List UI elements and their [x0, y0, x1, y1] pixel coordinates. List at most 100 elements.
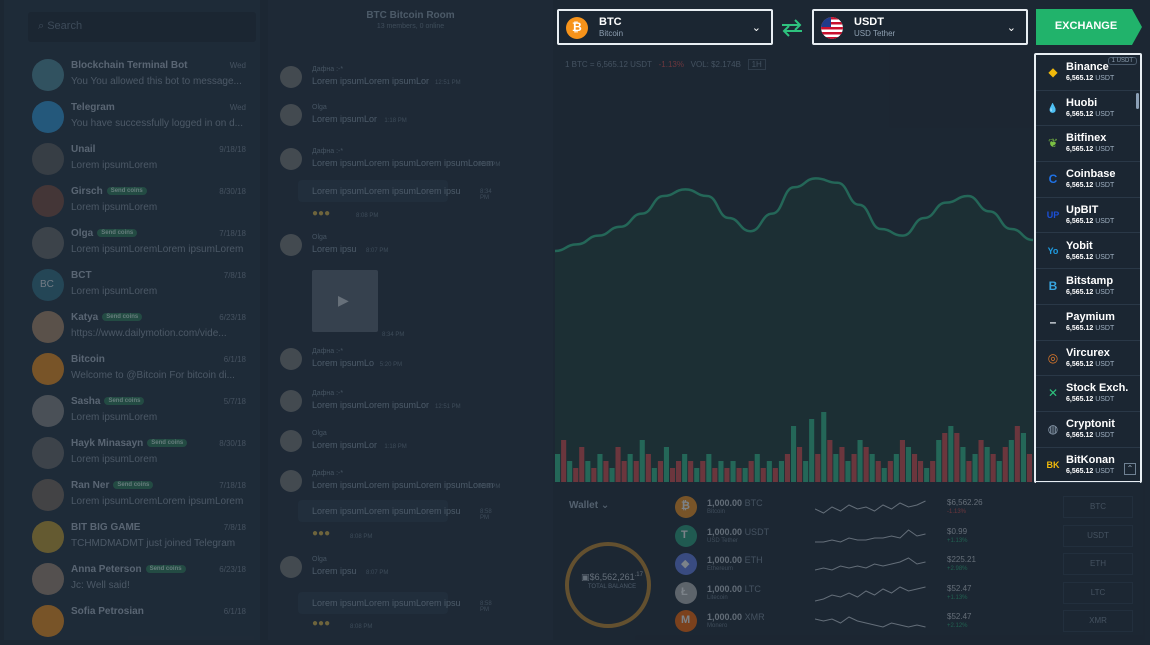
- chat-list-item[interactable]: Katya Send coins 6/23/18 https://www.dailym…: [4, 306, 260, 348]
- video-time: 8:34 PM: [382, 332, 405, 338]
- volume-bar: [821, 412, 827, 482]
- coin-ticker-button[interactable]: BTC: [1063, 496, 1133, 518]
- message-text: Lorem ipsumLorem ipsumLorem ipsumLorem: [312, 480, 494, 490]
- interval-select[interactable]: 1H: [747, 59, 766, 70]
- exchange-option[interactable]: Yo Yobit 6,565.12 USDT: [1036, 234, 1140, 270]
- coin-ticker-button[interactable]: ETH: [1063, 553, 1133, 575]
- coin-ticker-button[interactable]: XMR: [1063, 610, 1133, 632]
- amount-value: 1,000.00: [707, 612, 743, 622]
- message-text: Lorem ipsumLo: [312, 358, 375, 368]
- volume-bar: [633, 461, 639, 482]
- dropdown-scrollbar[interactable]: [1136, 93, 1139, 109]
- coin-change: -1.13%: [947, 509, 967, 515]
- exchange-option[interactable]: ✕ Stock Exch. 6,565.12 USDT: [1036, 376, 1140, 412]
- wallet-row[interactable]: ◆ 1,000.00 ETH Ethereum $225.21 +2.98% ETH: [675, 551, 1145, 579]
- coin-ticker-button[interactable]: LTC: [1063, 581, 1133, 604]
- coin-name: Bitcoin: [707, 509, 726, 515]
- avatar: [32, 143, 64, 175]
- to-currency-code: USDT: [854, 16, 884, 28]
- message-author: Olga: [312, 556, 327, 563]
- chat-list-item[interactable]: Unail 9/18/18 Lorem ipsumLorem: [4, 138, 260, 180]
- coin-value: $52.47: [947, 612, 972, 621]
- amount-value: 1,000.00: [707, 526, 743, 537]
- chat-name-text: BIT BIG GAME: [71, 522, 141, 533]
- chat-name: Hayk Minasayn Send coins: [71, 438, 188, 449]
- exchange-option[interactable]: B Bitstamp 6,565.12 USDT: [1036, 269, 1140, 305]
- chat-list-item[interactable]: Anna Peterson Send coins 6/23/18 Jc: Well s…: [4, 558, 260, 600]
- exchange-option[interactable]: ◍ Cryptonit 6,565.12 USDT: [1036, 412, 1140, 448]
- message-text: Lorem ipsumLorem ipsumLorem ipsumLorem: [312, 158, 494, 168]
- exchange-option[interactable]: BK BitKonan 6,565.12 USDT: [1036, 448, 1140, 484]
- to-currency-select[interactable]: USDT USD Tether ⌄: [812, 9, 1028, 45]
- binance-icon: ◆: [1048, 65, 1058, 79]
- exchange-option[interactable]: 💧 Huobi 6,565.12 USDT: [1036, 91, 1140, 127]
- balance-cents: .17: [634, 572, 643, 578]
- chat-list-item[interactable]: Telegram Wed You have successfully logged …: [4, 96, 260, 138]
- wallet-row[interactable]: T 1,000.00 USDT USD Tether $0.99 +1.13% USDT: [675, 523, 1145, 551]
- exchange-option[interactable]: ❦ Bitfinex 6,565.12 USDT: [1036, 126, 1140, 163]
- emoji-row: ●●●: [312, 528, 331, 539]
- volume-bar: [978, 440, 984, 482]
- chart-line: [555, 177, 1033, 253]
- exchange-option[interactable]: ◎ Vircurex 6,565.12 USDT: [1036, 341, 1140, 377]
- chat-list-item[interactable]: Olga Send coins 7/18/18 Lorem ipsumLoremLor…: [4, 222, 260, 264]
- chat-list-item[interactable]: Blockchain Terminal Bot Wed You You allowe…: [4, 54, 260, 96]
- chat-list-item[interactable]: Sasha Send coins 5/7/18 Lorem ipsumLorem: [4, 390, 260, 432]
- search-input[interactable]: ⌕ Search: [28, 12, 256, 42]
- chat-list-item[interactable]: BIT BIG GAME 7/8/18 TCHMDMADMT just joined…: [4, 516, 260, 558]
- exchange-name: Coinbase: [1066, 168, 1116, 181]
- price-unit: USDT: [1095, 182, 1115, 190]
- ticker-line: 1 BTC = 6,565.12 USDT -1.13% VOL: $2.174…: [565, 59, 766, 70]
- message-bubble: Lorem ipsumLorem ipsumLorem ipsu 8:34 PM: [298, 180, 492, 202]
- exchange-option[interactable]: – Paymium 6,565.12 USDT: [1036, 305, 1140, 341]
- avatar: [280, 148, 302, 170]
- chat-name: Telegram: [71, 102, 115, 113]
- wallet-row[interactable]: Ł 1,000.00 LTC Litecoin $52.47 +1.13% LTC: [675, 580, 1145, 608]
- swap-arrows-icon[interactable]: [778, 18, 806, 38]
- exchange-button[interactable]: EXCHANGE: [1036, 9, 1142, 45]
- message-text: Lorem ipsumLorem ipsumLor: [312, 76, 430, 86]
- chat-name: Sofia Petrosian: [71, 606, 144, 617]
- exchange-option[interactable]: C Coinbase 6,565.12 USDT: [1036, 162, 1140, 198]
- chevron-up-icon[interactable]: ⌃: [1124, 463, 1136, 475]
- message-time: 12:51 PM: [435, 404, 461, 410]
- volume-bar: [912, 454, 918, 482]
- volume-bar: [657, 461, 663, 482]
- exchange-price: 6,565.12 USDT: [1066, 254, 1114, 261]
- volume-bar: [1026, 454, 1032, 482]
- volume-bar: [887, 461, 893, 482]
- avatar: [32, 227, 64, 259]
- chat-list-item[interactable]: Hayk Minasayn Send coins 8/30/18 Lorem ipsu…: [4, 432, 260, 474]
- exchange-option[interactable]: UP UpBIT 6,565.12 USDT: [1036, 198, 1140, 234]
- chat-time: 6/1/18: [223, 355, 246, 364]
- send-coins-badge: Send coins: [104, 397, 145, 406]
- chat-list-item[interactable]: Ran Ner Send coins 7/18/18 Lorem ipsumLorem…: [4, 474, 260, 516]
- chat-list-item[interactable]: Girsch Send coins 8/30/18 Lorem ipsumLorem: [4, 180, 260, 222]
- coin-name: Monero: [707, 623, 728, 629]
- wallet-dropdown[interactable]: Wallet ⌄: [569, 500, 609, 511]
- amount-value: 1,000.00: [707, 498, 743, 508]
- chat-name-text: Hayk Minasayn: [71, 438, 144, 449]
- chat-list-item[interactable]: Sofia Petrosian 6/1/18: [4, 600, 260, 642]
- chat-list-item[interactable]: Bitcoin 6/1/18 Welcome to @Bitcoin For bit…: [4, 348, 260, 390]
- coin-change: +1.13%: [947, 594, 968, 601]
- chat-preview: Lorem ipsumLoremLorem ipsumLorem: [71, 496, 244, 507]
- chat-preview: Lorem ipsumLorem: [71, 286, 158, 297]
- chat-preview: Lorem ipsumLorem: [71, 160, 158, 171]
- price-unit: USDT: [1095, 253, 1115, 261]
- exchange-dropdown[interactable]: 1 USDT ◆ Binance 6,565.12 USDT 💧 Huobi 6,565.…: [1034, 53, 1142, 484]
- volume-bar: [766, 461, 772, 482]
- chat-list-item[interactable]: BC BCT 7/8/18 Lorem ipsumLorem: [4, 264, 260, 306]
- wallet-row[interactable]: ₿ 1,000.00 BTC Bitcoin $6,562.26 -1.13% BTC: [675, 494, 1145, 522]
- video-thumbnail[interactable]: ▶: [312, 270, 378, 332]
- message-bubble: Lorem ipsumLorem ipsumLorem ipsu 8:58 PM: [298, 592, 492, 614]
- wallet-row[interactable]: M 1,000.00 XMR Monero $52.47 +2.12% XMR: [675, 608, 1145, 636]
- volume-bar: [627, 454, 633, 482]
- exchange-name: UpBIT: [1066, 203, 1099, 216]
- avatar: [32, 101, 64, 133]
- coin-ticker-button[interactable]: USDT: [1063, 524, 1133, 547]
- exchange-price: 6,565.12 USDT: [1066, 289, 1114, 296]
- exchange-option[interactable]: ◆ Binance 6,565.12 USDT: [1036, 55, 1140, 91]
- paymium-icon: –: [1049, 314, 1057, 329]
- from-currency-select[interactable]: ₿ BTC Bitcoin ⌄: [557, 9, 773, 45]
